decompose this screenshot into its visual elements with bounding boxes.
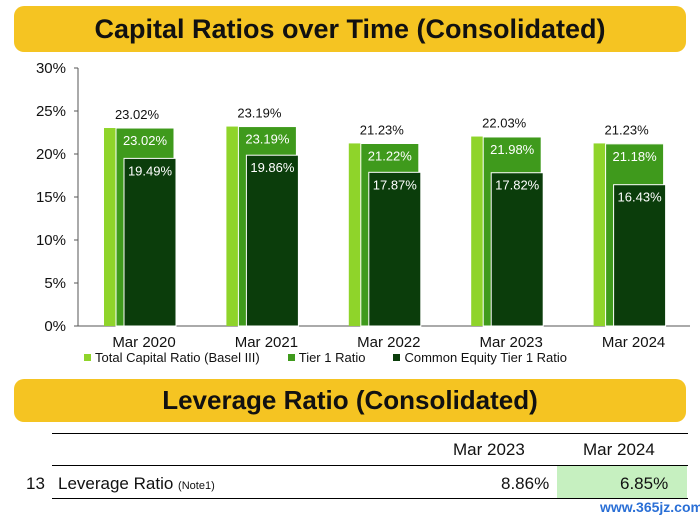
table-header-rule xyxy=(52,465,688,466)
col-header-mar-2023: Mar 2023 xyxy=(453,440,525,459)
data-label-cet1: 16.43% xyxy=(618,190,663,205)
legend-item-tier1: Tier 1 Ratio xyxy=(287,350,366,365)
capital-ratios-chart: 0% 5% 10% 15% 20% 25% 30% 23.02% 23.02% 19.49% Mar… xyxy=(36,60,690,351)
data-label-tier1: 23.19% xyxy=(245,132,290,147)
legend-swatch-total-capital xyxy=(84,354,91,361)
y-tick-label: 10% xyxy=(36,232,66,249)
legend-swatch-cet1 xyxy=(393,354,401,361)
watermark: www.365jz.com xyxy=(600,499,700,515)
x-tick-label: Mar 2024 xyxy=(602,334,665,351)
bar-2-0 xyxy=(123,157,177,327)
data-label-cet1: 17.87% xyxy=(373,177,418,192)
data-label-cet1: 17.82% xyxy=(495,178,540,193)
data-label-total-capital: 23.19% xyxy=(237,106,282,121)
row-number: 13 xyxy=(26,474,45,493)
leverage-title-banner: Leverage Ratio (Consolidated) xyxy=(14,379,686,422)
y-tick-label: 15% xyxy=(36,189,66,206)
row-note: (Note1) xyxy=(178,480,215,492)
y-tick-label: 20% xyxy=(36,146,66,163)
legend-label-total-capital: Total Capital Ratio (Basel III) xyxy=(95,350,260,365)
y-tick-label: 5% xyxy=(44,275,66,292)
latest-value-highlight xyxy=(557,466,687,498)
row-label-text: Leverage Ratio xyxy=(58,474,174,493)
value-mar-2024: 6.85% xyxy=(620,474,669,493)
data-label-cet1: 19.49% xyxy=(128,163,173,178)
data-label-total-capital: 22.03% xyxy=(482,116,527,131)
value-mar-2023: 8.86% xyxy=(501,474,550,493)
data-label-total-capital: 21.23% xyxy=(605,122,650,137)
x-tick-label: Mar 2020 xyxy=(112,334,175,351)
bar-2-2 xyxy=(368,171,422,327)
table-bottom-rule xyxy=(52,498,688,499)
data-label-tier1: 21.22% xyxy=(368,149,413,164)
legend-item-total-capital: Total Capital Ratio (Basel III) xyxy=(84,350,260,365)
data-label-cet1: 19.86% xyxy=(250,160,295,175)
data-label-tier1: 23.02% xyxy=(123,133,168,148)
leverage-title: Leverage Ratio (Consolidated) xyxy=(162,385,538,415)
data-label-tier1: 21.98% xyxy=(490,142,535,157)
x-tick-label: Mar 2022 xyxy=(357,334,420,351)
table-top-rule xyxy=(52,433,688,434)
data-label-tier1: 21.18% xyxy=(613,149,658,164)
y-tick-label: 0% xyxy=(44,318,66,335)
chart-legend: Total Capital Ratio (Basel III) Tier 1 R… xyxy=(84,350,567,365)
legend-item-cet1: Common Equity Tier 1 Ratio xyxy=(393,350,567,365)
y-tick-label: 30% xyxy=(36,60,66,77)
bar-2-3 xyxy=(490,172,544,327)
legend-label-tier1: Tier 1 Ratio xyxy=(298,350,366,365)
x-tick-label: Mar 2023 xyxy=(480,334,543,351)
chart-title: Capital Ratios over Time (Consolidated) xyxy=(94,13,606,44)
data-label-total-capital: 23.02% xyxy=(115,107,160,122)
x-tick-label: Mar 2021 xyxy=(235,334,298,351)
y-tick-label: 25% xyxy=(36,103,66,120)
col-header-mar-2024: Mar 2024 xyxy=(583,440,655,459)
legend-swatch-tier1 xyxy=(287,354,295,361)
legend-label-cet1: Common Equity Tier 1 Ratio xyxy=(404,350,568,365)
data-label-total-capital: 21.23% xyxy=(360,122,405,137)
bar-2-4 xyxy=(613,184,667,327)
bar-2-1 xyxy=(245,154,299,327)
row-label: Leverage Ratio (Note1) xyxy=(58,474,215,494)
chart-title-banner: Capital Ratios over Time (Consolidated) xyxy=(14,6,686,52)
